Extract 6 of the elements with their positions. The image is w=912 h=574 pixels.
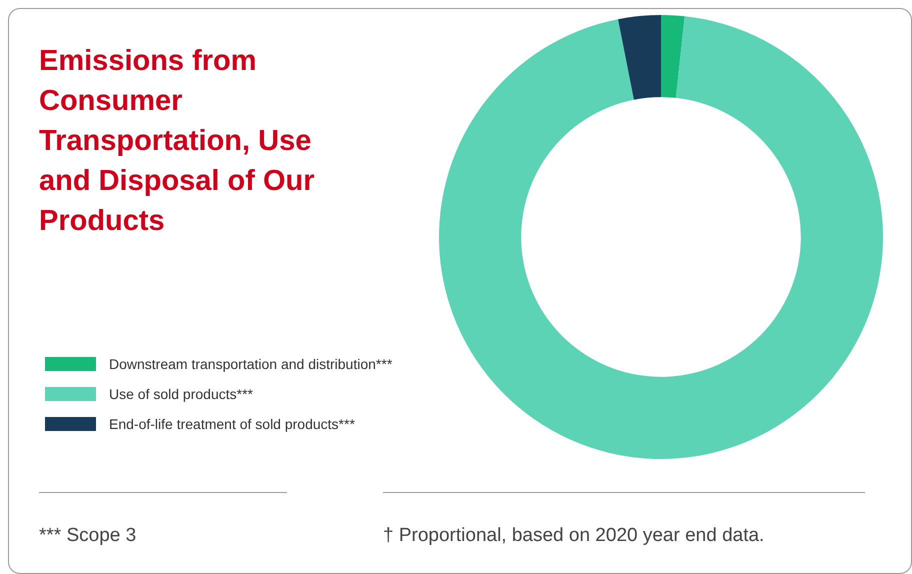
- text: † Proportional, based on 2020 year end data.: [383, 492, 865, 547]
- legend-label: Downstream transportation and distribution***: [109, 356, 392, 372]
- text: Emissions from Consumer Transportation, Use and Disposal of Our Products: [39, 44, 316, 239]
- text: *** Scope 3: [39, 492, 287, 547]
- legend-label: Use of sold products***: [109, 386, 253, 402]
- legend-label: End-of-life treatment of sold products***: [109, 416, 355, 432]
